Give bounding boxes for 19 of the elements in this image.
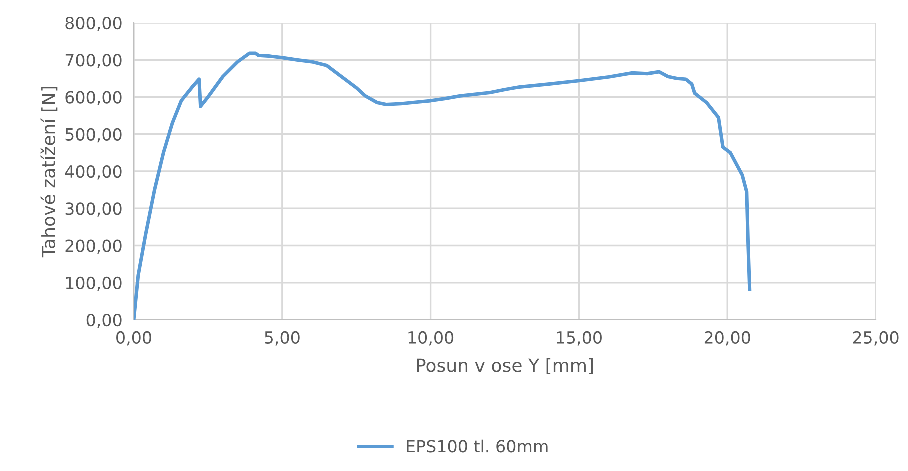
x-tick-label: 25,00 — [853, 331, 899, 346]
y-axis-title: Tahové zatížení [N] — [40, 86, 58, 258]
x-tick-label: 15,00 — [557, 331, 602, 346]
x-axis-title: Posun v ose Y [mm] — [417, 358, 593, 374]
y-tick-label: 0,00 — [86, 314, 122, 328]
y-tick-label: 500,00 — [66, 128, 122, 143]
y-tick-label: 100,00 — [66, 276, 122, 292]
x-tick-label: 10,00 — [408, 331, 454, 346]
y-tick-label: 700,00 — [66, 54, 122, 68]
y-tick-label: 200,00 — [66, 240, 122, 254]
x-tick-label: 20,00 — [704, 331, 750, 346]
x-tick-label: 5,00 — [265, 331, 300, 346]
line-series — [134, 52, 752, 320]
y-tick-label: 800,00 — [66, 16, 122, 32]
legend-label: EPS100 tl. 60mm — [407, 440, 548, 453]
y-tick-label: 600,00 — [66, 91, 122, 106]
y-tick-label: 300,00 — [66, 202, 122, 217]
x-tick-label: 0,00 — [116, 331, 152, 346]
y-tick-label: 400,00 — [65, 165, 122, 180]
